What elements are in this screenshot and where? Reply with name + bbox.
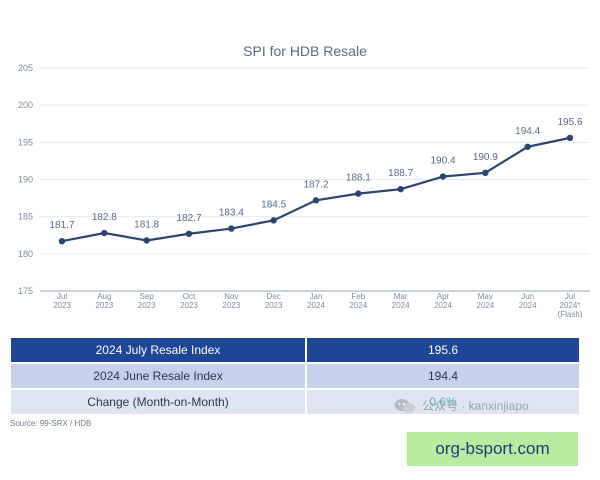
data-label: 194.4 [515,126,540,137]
data-point [397,185,404,193]
data-point [439,173,447,180]
y-tick-label: 180 [18,249,33,259]
data-point [566,134,574,142]
x-tick-label: Mar 2024 [392,292,410,310]
data-label: 187.2 [303,179,328,190]
data-label: 181.7 [49,220,74,231]
data-point [524,143,531,150]
table-cell-value: 0.6% [307,390,579,414]
y-tick-label: 190 [18,175,33,185]
data-point [270,217,277,224]
watermark: 公众号 · kanxinjiapo [394,397,529,414]
data-labels: 181.7 182.8 181.8 182.7 183.4 184.5 187.2 188.1… [49,117,582,231]
site-badge[interactable]: org-bsport.com [407,432,578,466]
data-label: 182.8 [92,212,117,223]
x-tick-label: Jul 2023 [53,292,71,310]
data-label: 182.7 [176,213,201,224]
table-cell-label: 2024 June Resale Index [11,364,305,388]
y-tick-label: 200 [18,100,33,110]
watermark-text: 公众号 · kanxinjiapo [422,399,529,413]
x-tick-label: Jul 2024* (Flash) [558,292,583,319]
table-row: 2024 July Resale Index 195.6 [11,338,579,363]
data-label: 181.8 [134,219,159,230]
x-tick-label: Jun 2024 [519,292,537,310]
x-tick-label: Feb 2024 [349,292,367,310]
data-points [58,134,574,245]
table-row: 2024 June Resale Index 194.4 [11,364,579,389]
grid [40,67,590,292]
data-label: 190.9 [473,152,498,163]
data-point [312,197,320,204]
data-label: 190.4 [430,156,455,167]
data-label: 195.6 [557,117,582,128]
data-label: 184.5 [261,199,286,210]
data-point [355,190,362,197]
x-tick-label: Aug 2023 [95,292,113,310]
x-tick-label: Jan 2024 [307,292,325,310]
table-row: Change (Month-on-Month) 0.6% [11,390,579,415]
x-tick-label: May 2024 [476,292,494,310]
data-label: 188.7 [388,168,413,179]
resale-index-table: 2024 July Resale Index 195.6 2024 June R… [11,338,579,415]
data-point [58,237,66,245]
wechat-icon [394,398,415,413]
y-tick-label: 205 [18,63,33,73]
table-cell-label: 2024 July Resale Index [11,338,305,362]
x-tick-label: Dec 2023 [265,292,283,310]
data-point [101,229,108,237]
y-tick-label: 175 [18,286,33,296]
x-tick-label: Nov 2023 [222,292,240,310]
table-cell-value: 194.4 [307,364,579,388]
y-axis-ticks: 175 180 185 190 195 200 205 [18,63,33,296]
x-axis-ticks: Jul 2023 Aug 2023 Sep 2023 Oct 2023 Nov 2023 Dec 20… [53,292,583,319]
chart-title: SPI for HDB Resale [243,43,367,59]
x-tick-label: Oct 2023 [180,292,198,310]
data-point [482,169,489,177]
y-tick-label: 185 [18,212,33,222]
data-label: 188.1 [346,173,371,184]
table-cell-label: Change (Month-on-Month) [11,390,305,414]
data-point [185,230,193,237]
data-label: 183.4 [219,208,244,219]
x-tick-label: Sep 2023 [138,292,156,310]
data-point [143,237,150,244]
y-tick-label: 195 [18,137,33,147]
table-cell-value: 195.6 [307,338,579,362]
x-tick-label: Apr 2024 [434,292,452,310]
data-point [228,225,235,232]
spi-line-chart: SPI for HDB Resale 175 180 185 190 195 200 205… [18,43,590,319]
site-badge-text: org-bsport.com [435,439,550,458]
source-note: Source: 99-SRX / HDB [10,419,92,428]
